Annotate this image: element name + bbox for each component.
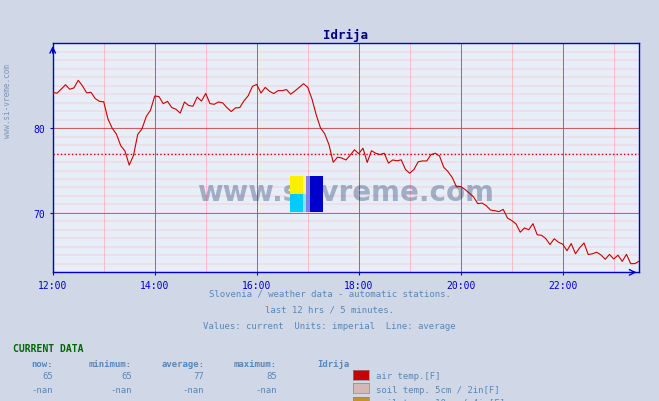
Text: www.si-vreme.com: www.si-vreme.com — [198, 179, 494, 207]
Bar — [290, 176, 306, 194]
Text: 77: 77 — [194, 371, 204, 380]
Text: last 12 hrs / 5 minutes.: last 12 hrs / 5 minutes. — [265, 305, 394, 314]
Text: soil temp. 10cm / 4in[F]: soil temp. 10cm / 4in[F] — [376, 398, 505, 401]
Text: Slovenia / weather data - automatic stations.: Slovenia / weather data - automatic stat… — [208, 289, 451, 298]
Text: air temp.[F]: air temp.[F] — [376, 371, 440, 380]
Text: www.si-vreme.com: www.si-vreme.com — [3, 63, 13, 137]
Text: -nan: -nan — [183, 385, 204, 393]
Title: Idrija: Idrija — [324, 28, 368, 42]
Text: 65: 65 — [42, 371, 53, 380]
Text: minimum:: minimum: — [89, 359, 132, 368]
Text: now:: now: — [31, 359, 53, 368]
Polygon shape — [306, 176, 323, 213]
Text: Values: current  Units: imperial  Line: average: Values: current Units: imperial Line: av… — [203, 321, 456, 330]
Text: maximum:: maximum: — [234, 359, 277, 368]
Text: -nan: -nan — [255, 385, 277, 393]
Text: -nan: -nan — [110, 385, 132, 393]
Text: -nan: -nan — [255, 398, 277, 401]
Text: average:: average: — [161, 359, 204, 368]
Text: soil temp. 5cm / 2in[F]: soil temp. 5cm / 2in[F] — [376, 385, 500, 393]
Text: -nan: -nan — [31, 385, 53, 393]
Text: 85: 85 — [266, 371, 277, 380]
Text: -nan: -nan — [183, 398, 204, 401]
Text: 65: 65 — [121, 371, 132, 380]
Bar — [290, 194, 306, 213]
Text: Idrija: Idrija — [317, 359, 349, 368]
Polygon shape — [303, 176, 310, 213]
Text: -nan: -nan — [110, 398, 132, 401]
Text: -nan: -nan — [31, 398, 53, 401]
Text: CURRENT DATA: CURRENT DATA — [13, 343, 84, 353]
